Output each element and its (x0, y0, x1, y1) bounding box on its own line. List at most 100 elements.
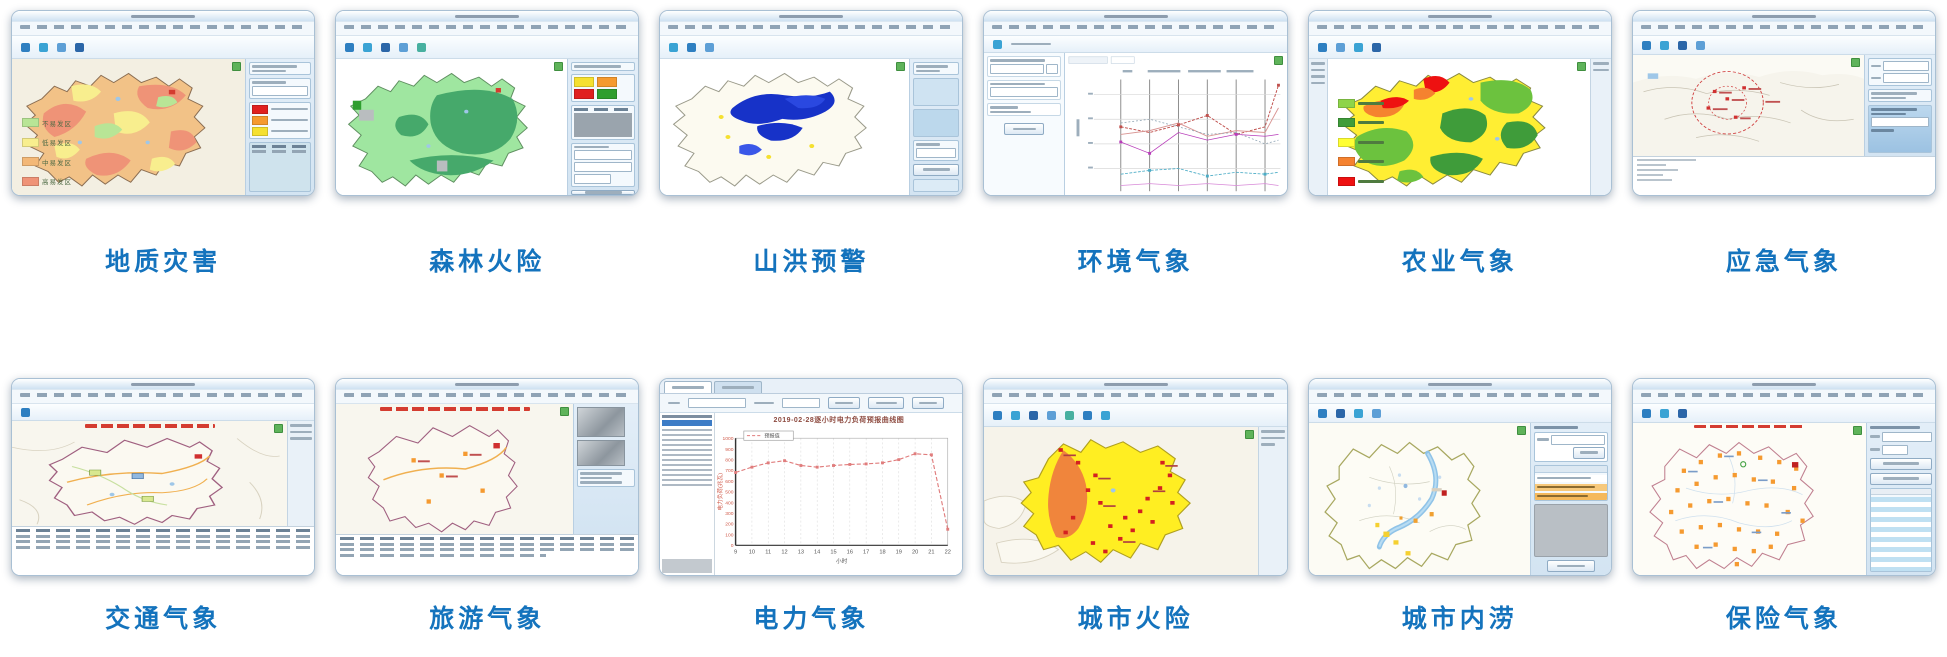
toolbar-icon (1317, 408, 1327, 418)
map-canvas (12, 437, 280, 525)
svg-text:200: 200 (726, 522, 734, 528)
window-menubar (660, 22, 963, 36)
thumbnail-tourism-weather[interactable] (335, 378, 640, 576)
agri-suitability-legend: ​​​​​ (1335, 94, 1384, 190)
window-titlebar (12, 11, 315, 22)
window-toolbar (12, 36, 315, 59)
svg-text:16: 16 (847, 550, 853, 556)
gallery-row-2: 交通气象 (0, 378, 1947, 635)
tourism-map (336, 404, 574, 534)
card-power-weather: 2019-02-28逐小时电力负荷预报曲线图 9 10 11 12 13 14 15 16 17… (659, 378, 964, 635)
thumbnail-insurance-weather[interactable] (1631, 378, 1936, 576)
tourism-photo-panel (573, 404, 639, 534)
insurance-query-button (1869, 457, 1932, 470)
thumbnail-agri-weather[interactable]: ​​​​​ (1307, 10, 1612, 196)
thumbnail-urban-fire[interactable] (983, 378, 1288, 576)
svg-text:10: 10 (749, 550, 755, 556)
window-toolbar (1308, 36, 1611, 59)
card-urban-fire: 城市火险 (983, 378, 1288, 635)
card-tourism-weather: 旅游气象 (335, 378, 640, 635)
caption-forest-fire: 森林火险 (429, 248, 546, 276)
card-flash-flood: 山洪预警 (659, 10, 964, 278)
toolbar-icon (1065, 410, 1075, 420)
window-titlebar (1308, 379, 1611, 390)
forest-side-panel (567, 59, 639, 195)
card-traffic-weather: 交通气象 (11, 378, 316, 635)
card-forest-fire: 森林火险 (335, 10, 640, 278)
map-canvas (1632, 71, 1864, 156)
toolbar-icon (1047, 410, 1057, 420)
toolbar-icon (993, 410, 1003, 420)
traffic-data-table (12, 526, 315, 575)
toolbar-icon (21, 42, 30, 52)
svg-text:300: 300 (726, 511, 734, 517)
toolbar-icon (687, 42, 697, 52)
thumbnail-emergency-weather[interactable] (1631, 10, 1936, 196)
svg-text:21: 21 (929, 550, 935, 556)
flood-warning-table (1533, 464, 1608, 501)
map-canvas (1323, 441, 1481, 570)
caption-insurance-weather: 保险气象 (1725, 605, 1842, 633)
thumbnail-power-weather[interactable]: 2019-02-28逐小时电力负荷预报曲线图 9 10 11 12 13 14 15 16 17… (659, 378, 964, 576)
query-button (828, 397, 861, 409)
thumbnail-urban-flood[interactable] (1307, 378, 1612, 576)
env-query-button (1004, 123, 1045, 135)
toolbar-icon (669, 42, 679, 52)
map-canvas (1649, 441, 1814, 570)
power-chart-area: 2019-02-28逐小时电力负荷预报曲线图 9 10 11 12 13 14 15 16 17… (715, 413, 963, 575)
thumbnail-flash-flood[interactable] (659, 10, 964, 196)
card-emergency-weather: 应急气象 (1631, 10, 1936, 278)
insurance-station-map (1632, 423, 1866, 575)
toolbar-icon (363, 42, 373, 52)
flood-report-button (1546, 560, 1595, 572)
toolbar-icon (21, 407, 30, 417)
caption-urban-flood: 城市内涝 (1401, 605, 1518, 633)
caption-geology: 地质灾害 (105, 248, 222, 276)
map-red-title (1694, 425, 1805, 428)
window-titlebar (660, 11, 963, 22)
tourism-data-table (336, 534, 639, 575)
print-button (912, 397, 945, 409)
flood-side-panel (909, 59, 963, 195)
map-canvas (367, 425, 518, 533)
map-canvas (23, 72, 206, 187)
toolbar-icon (1353, 408, 1363, 418)
geology-risk-map: ​不易发区​低易发区​中易发区​高易发区 (12, 59, 246, 195)
geology-risk-legend: ​不易发区​低易发区​中易发区​高易发区 (19, 114, 72, 191)
window-menubar (336, 390, 639, 404)
urban-flood-map (1308, 423, 1530, 575)
toolbar-icon (705, 42, 715, 52)
layer-toggle-icon (554, 62, 564, 71)
toolbar-icon (345, 42, 355, 52)
urban-flood-side-panel (1529, 423, 1611, 575)
card-urban-flood: 城市内涝 (1307, 378, 1612, 635)
window-titlebar (336, 379, 639, 390)
toolbar-icon (381, 42, 391, 52)
svg-text:400: 400 (726, 500, 734, 506)
forest-fire-map (336, 59, 568, 195)
thumbnail-env-weather[interactable] (983, 10, 1288, 196)
toolbar-icon (1659, 408, 1669, 418)
tab-power-forecast (664, 381, 713, 393)
window-menubar (1632, 390, 1935, 404)
window-titlebar (1632, 379, 1935, 390)
thumbnail-geology[interactable]: ​不易发区​低易发区​中易发区​高易发区 (11, 10, 316, 196)
toolbar-icon (993, 39, 1003, 49)
svg-text:11: 11 (766, 550, 772, 556)
window-titlebar (336, 11, 639, 22)
fire-danger-legend (571, 73, 636, 102)
layer-toggle-icon (1850, 58, 1860, 67)
window-titlebar (1632, 11, 1935, 22)
toolbar-icon (1641, 408, 1651, 418)
power-toolbar (660, 394, 963, 413)
toolbar-icon (1677, 40, 1687, 50)
window-menubar (1308, 390, 1611, 404)
toolbar-icon (1353, 42, 1363, 52)
thumbnail-forest-fire[interactable] (335, 10, 640, 196)
svg-text:电力负荷(兆瓦): 电力负荷(兆瓦) (717, 473, 725, 511)
toolbar-icon (57, 42, 66, 52)
thumbnail-traffic-weather[interactable] (11, 378, 316, 576)
svg-text:800: 800 (726, 457, 734, 463)
toolbar-icon (1659, 40, 1669, 50)
toolbar-icon (1101, 410, 1111, 420)
